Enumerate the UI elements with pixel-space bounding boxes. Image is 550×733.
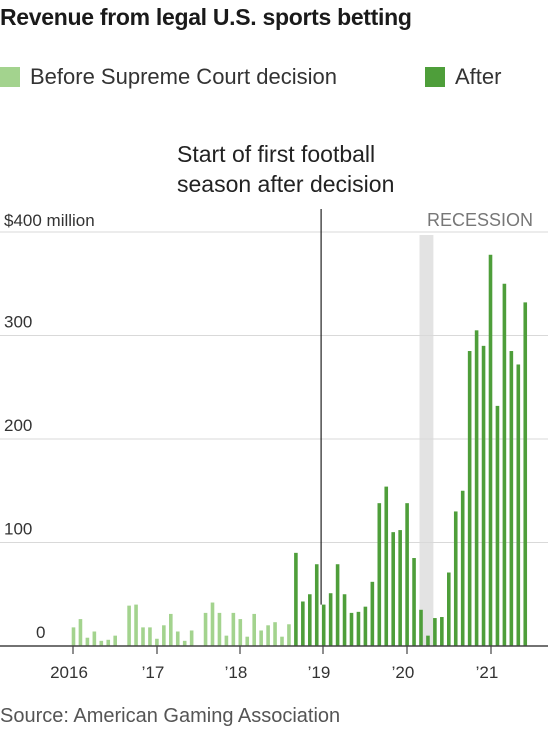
x-tick-label: ’18 [225,663,248,682]
bar-before [189,630,194,646]
bar-after [467,351,472,646]
bar-before [148,627,152,646]
bar-after [426,635,430,646]
annotation-line-2: season after decision [177,171,394,197]
bar-after [488,254,493,646]
bar-before [266,625,270,646]
bar-before [162,625,166,646]
bar-after [419,609,423,646]
bar-after [391,532,395,646]
bar-before [231,612,236,646]
bar-after [481,345,486,646]
bar-before [92,631,97,646]
annotation-line-1: Start of first football [177,141,375,167]
bar-before [134,604,138,646]
bar-before [99,640,104,646]
bar-after [433,618,437,646]
bar-after [447,572,451,646]
bar-before [141,627,145,646]
bar-before [175,631,180,646]
bar-after [502,283,507,646]
bar-after [384,486,389,646]
bar-after [301,601,305,646]
bar-before [78,619,83,646]
bar-after [335,564,340,646]
y-tick-label: 300 [4,313,32,332]
bar-before [155,638,159,646]
recession-band [419,235,434,646]
legend-label-after: After [455,64,502,89]
bar-before [287,624,291,646]
bar-before [182,640,187,646]
bar-before [127,605,131,646]
x-tick-label: ’20 [392,663,415,682]
bar-after [342,594,347,646]
bar-after [398,530,402,646]
bar-after [440,617,444,646]
bar-before [71,627,76,646]
bar-after [495,405,500,646]
legend-label-before: Before Supreme Court decision [30,64,337,89]
bar-after [516,364,521,646]
bar-before [273,622,277,646]
bar-before [259,630,263,646]
bar-before [238,619,243,646]
bar-before [85,637,90,646]
bar-after [349,612,354,646]
bar-before [252,613,256,646]
bar-after [328,593,333,646]
bar-before [106,639,111,646]
y-tick-label: $400 million [4,211,95,230]
y-tick-label: 200 [4,416,32,435]
bar-before [217,612,222,646]
bar-after [308,594,312,646]
bar-before [203,612,208,646]
bar-after [321,604,326,646]
bar-after [474,330,479,646]
bar-after [509,351,514,646]
bar-before [113,635,117,646]
bar-before [210,602,215,646]
recession-label: RECESSION [427,210,533,230]
chart-title: Revenue from legal U.S. sports betting [0,4,412,30]
bar-after [294,552,298,646]
legend-item-before: Before Supreme Court decision [0,64,337,90]
bar-after [405,503,409,646]
x-tick-label: 2016 [50,663,88,682]
x-tick-label: ’17 [142,663,165,682]
bar-before [169,613,173,646]
bar-after [412,558,416,646]
bar-after [356,611,361,646]
bar-before [245,636,250,646]
bar-after [370,581,375,646]
legend-swatch-before [0,67,20,87]
bar-after [453,511,458,646]
legend-item-after: After [425,64,501,90]
bar-after [377,503,382,646]
bar-after [314,564,319,646]
source-note: Source: American Gaming Association [0,705,341,727]
y-tick-label: 100 [4,520,32,539]
x-tick-label: ’21 [476,663,499,682]
x-tick-label: ’19 [308,663,331,682]
bar-after [523,302,528,646]
bar-before [224,635,229,646]
legend-swatch-after [425,67,445,87]
bar-before [280,636,284,646]
bar-after [460,490,465,646]
bar-after [363,606,368,646]
y-tick-label: 0 [36,623,45,642]
